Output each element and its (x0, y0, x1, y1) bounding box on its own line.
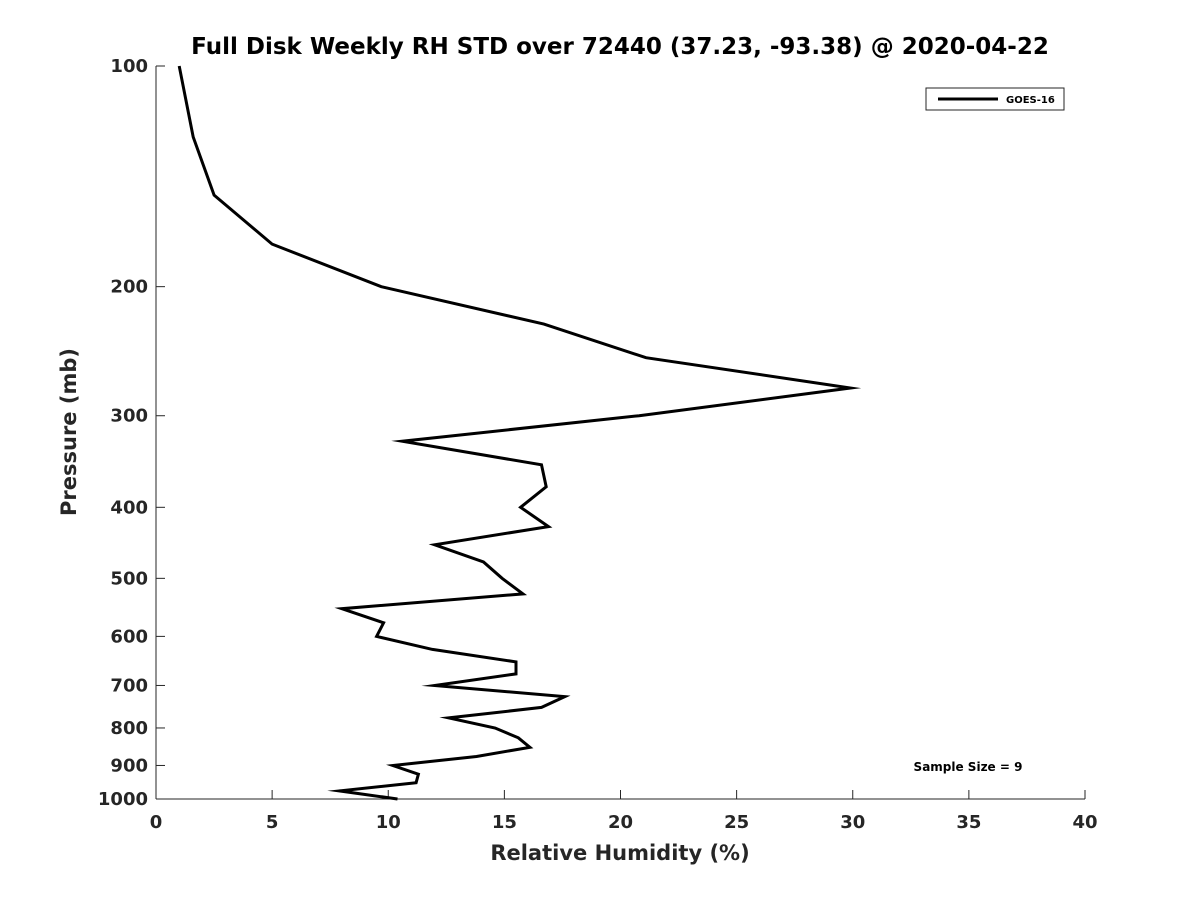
y-axis-label: Pressure (mb) (57, 348, 81, 516)
series-line-goes-16 (177, 65, 862, 801)
y-tick-label: 900 (110, 755, 148, 776)
x-tick-label: 25 (724, 812, 749, 833)
y-axis-ticks: 100 200 300 400 500 600 700 800 900 1000 (98, 56, 165, 810)
plot-background (156, 66, 1085, 799)
y-tick-label: 400 (110, 497, 148, 518)
y-tick-label: 500 (110, 568, 148, 589)
y-tick-label: 100 (110, 56, 148, 77)
sample-size-annotation: Sample Size = 9 (914, 760, 1023, 774)
x-tick-label: 35 (956, 812, 981, 833)
x-tick-label: 30 (840, 812, 865, 833)
x-axis-label: Relative Humidity (%) (490, 841, 749, 865)
plot-area (156, 66, 1085, 799)
x-tick-label: 20 (608, 812, 633, 833)
y-tick-label: 200 (110, 277, 148, 298)
x-tick-label: 0 (150, 812, 163, 833)
legend-label: GOES-16 (1006, 95, 1055, 106)
series-layer (177, 65, 862, 801)
y-tick-label: 300 (110, 406, 148, 427)
y-tick-label: 600 (110, 626, 148, 647)
chart-title: Full Disk Weekly RH STD over 72440 (37.2… (191, 34, 1049, 60)
x-tick-label: 40 (1072, 812, 1097, 833)
x-tick-label: 10 (376, 812, 401, 833)
x-tick-label: 15 (492, 812, 517, 833)
y-tick-label: 800 (110, 718, 148, 739)
y-tick-label: 700 (110, 675, 148, 696)
x-axis-ticks: 0 5 10 15 20 25 30 35 40 (150, 790, 1098, 833)
y-tick-label: 1000 (98, 789, 148, 810)
legend: GOES-16 (925, 87, 1065, 111)
x-tick-label: 5 (266, 812, 279, 833)
